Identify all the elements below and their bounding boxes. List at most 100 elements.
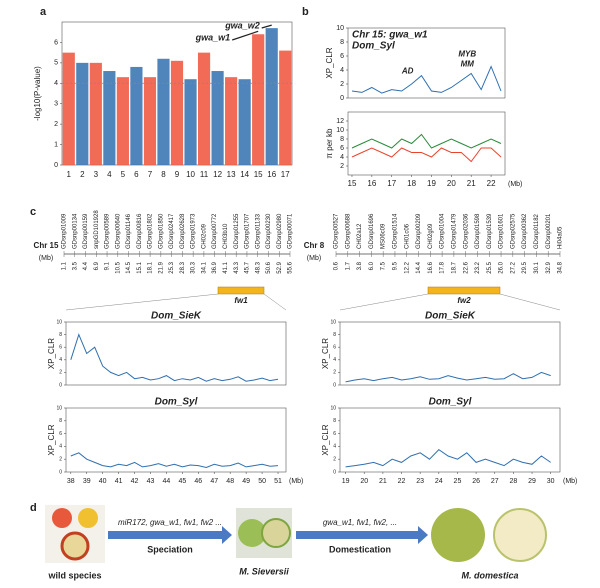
marker-name: GDsnp02417: [169, 213, 175, 249]
snp-column: [103, 71, 116, 165]
marker-name: GDsnp01255: [234, 213, 240, 249]
marker-position: 29.5: [522, 261, 528, 273]
x-tick-label: 6: [134, 170, 139, 179]
x-tick-label: 21: [467, 179, 476, 188]
marker-position: 30.3: [191, 261, 197, 273]
plot-frame: [347, 111, 506, 176]
region-bar: [427, 286, 501, 295]
x-tick-label: 48: [226, 478, 234, 485]
y-tick-label: 10: [330, 319, 336, 325]
marker-position: 1.7: [345, 261, 351, 270]
x-tick-label: 20: [447, 179, 456, 188]
chromosome-label: Chr 15: [34, 241, 59, 250]
x-tick-label: 23: [416, 478, 424, 485]
region-bar: [217, 286, 265, 295]
y-tick-label: 6: [340, 53, 344, 60]
unit-label: (Mb): [307, 255, 321, 262]
marker-position: 6.9: [94, 261, 100, 270]
series-line: [70, 452, 279, 469]
marker-name: CH02g09: [428, 223, 434, 249]
x-tick-label: 22: [398, 478, 406, 485]
marker-position: 9.5: [393, 261, 399, 270]
marker-name: snpGD101928: [94, 210, 100, 249]
marker-name: GDsnp00688: [345, 213, 351, 249]
panel-label: a: [40, 6, 47, 18]
panel-label: c: [30, 206, 36, 218]
snp-column: [116, 77, 129, 165]
x-tick-label: 2: [80, 170, 85, 179]
marker-name: GDsnp00159: [83, 213, 89, 249]
annotation: gwa_w2: [224, 20, 260, 30]
y-tick-label: 4: [340, 154, 344, 161]
marker-name: GDsnp01182: [534, 213, 540, 249]
marker-position: 18.7: [451, 261, 457, 273]
marker-name: GDsnp00589: [105, 213, 111, 249]
snp-column: [197, 52, 211, 166]
snp-column: [184, 79, 197, 165]
series-line: [345, 371, 551, 383]
y-tick-label: 2: [59, 457, 62, 463]
y-tick-label: 4: [59, 357, 62, 363]
marker-name: GDsnp00230: [266, 213, 272, 249]
marker-position: 30.1: [534, 261, 540, 273]
marker-name: CH02a12: [357, 223, 363, 249]
marker-name: GDsnp01004: [440, 213, 446, 249]
annotation-arrow: [261, 24, 272, 29]
x-tick-label: 45: [178, 478, 186, 485]
x-tick-label: 51: [274, 478, 282, 485]
x-tick-label: 27: [491, 478, 499, 485]
apple: [78, 508, 98, 528]
x-tick-label: 12: [213, 170, 222, 179]
panel-label: b: [302, 6, 309, 18]
x-tick-label: 22: [487, 179, 496, 188]
x-tick-label: 15: [348, 179, 357, 188]
y-tick-label: 4: [59, 444, 62, 450]
x-tick-label: 39: [83, 478, 91, 485]
y-tick-label: 8: [333, 418, 336, 424]
chart-subtitle: Dom_Syl: [352, 41, 395, 52]
x-tick-label: 7: [148, 170, 153, 179]
x-tick-label: 30: [547, 478, 555, 485]
marker-position: 21.9: [158, 261, 164, 273]
x-tick-label: 42: [131, 478, 139, 485]
y-tick-label: 10: [56, 319, 62, 325]
y-tick-label: 4: [333, 444, 336, 450]
y-tick-label: 3: [54, 101, 58, 108]
y-tick-label: 6: [59, 431, 62, 437]
y-tick-label: 1: [54, 141, 58, 148]
x-tick-label: 29: [528, 478, 536, 485]
marker-position: 32.9: [546, 261, 552, 273]
apple: [60, 531, 90, 561]
x-tick-label: 44: [163, 478, 171, 485]
x-tick-label: 5: [121, 170, 126, 179]
x-tick-label: 17: [281, 170, 290, 179]
marker-name: GDsnp01598: [475, 213, 481, 249]
y-tick-label: 0: [59, 469, 62, 475]
y-tick-label: 8: [340, 136, 344, 143]
y-tick-label: 10: [336, 127, 344, 134]
annotation: MM: [461, 60, 475, 69]
series-line: [351, 65, 502, 94]
y-tick-label: 2: [54, 121, 58, 128]
marker-position: 10.5: [115, 261, 121, 273]
marker-name: GDsnp01514: [393, 213, 399, 249]
arrow-label: miR172, gwa_w1, fw1, fw2 ...: [118, 518, 222, 527]
y-axis-label: XP_CLR: [321, 338, 330, 369]
marker-name: Hi04a05: [558, 226, 564, 249]
x-tick-label: 41: [115, 478, 123, 485]
x-tick-label: 8: [161, 170, 166, 179]
y-axis-label: XP_CLR: [47, 424, 56, 455]
x-axis-label: (Mb): [563, 478, 577, 485]
x-tick-label: 28: [509, 478, 517, 485]
panel-label: d: [30, 502, 37, 514]
snp-column: [143, 77, 157, 165]
marker-name: GDsnp01479: [451, 213, 457, 249]
marker-name: GDsnp00640: [115, 213, 121, 249]
apple: [261, 518, 291, 548]
marker-position: 3.5: [72, 261, 78, 270]
marker-position: 15.1: [137, 261, 143, 273]
y-tick-label: 8: [59, 332, 62, 338]
plot-frame: [347, 27, 506, 99]
marker-position: 23.2: [475, 261, 481, 273]
